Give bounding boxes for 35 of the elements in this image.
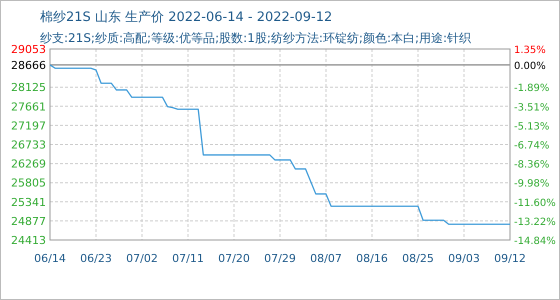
y2-tick-label: -6.74% [514, 140, 550, 152]
y2-tick-label: -3.51% [514, 102, 550, 114]
y2-tick-label: 1.35% [514, 45, 546, 56]
x-tick-label: 06/23 [80, 252, 112, 265]
x-tick-label: 07/11 [172, 252, 204, 265]
x-tick-label: 07/20 [218, 252, 250, 265]
y-tick-label: 25805 [11, 176, 46, 190]
y-tick-label: 26269 [11, 158, 46, 171]
y2-tick-label: -5.13% [514, 121, 550, 132]
x-tick-label: 09/03 [448, 252, 480, 265]
x-tick-label: 07/02 [126, 252, 158, 265]
x-tick-label: 06/14 [34, 252, 66, 265]
y2-tick-label: -13.22% [514, 216, 556, 228]
subtitle: 纱支:21S;纱质:高配;等级:优等品;股数:1股;纺纱方法:环锭纺;颜色:本白;用途:针织 [40, 31, 472, 45]
x-tick-label: 08/07 [310, 252, 342, 265]
y2-tick-label: -1.89% [514, 83, 550, 94]
y-tick-label: 28125 [11, 81, 46, 94]
y-tick-label: 24877 [11, 214, 46, 228]
y-tick-label: 26733 [11, 138, 46, 152]
y-tick-label: 29053 [11, 43, 46, 56]
x-tick-label: 07/29 [264, 252, 296, 265]
y2-tick-label: -9.98% [514, 178, 550, 190]
x-tick-label: 08/16 [356, 252, 388, 265]
y-tick-label: 27197 [11, 119, 46, 132]
title: 棉纱21S 山东 生产价 2022-06-14 - 2022-09-12 [40, 10, 332, 25]
y2-tick-label: 0.00% [514, 60, 546, 72]
y-tick-label: 25341 [11, 196, 46, 209]
x-tick-label: 08/25 [402, 252, 434, 265]
y2-tick-label: -11.60% [514, 198, 556, 209]
y-tick-label: 28666 [11, 58, 46, 72]
y-tick-label: 27661 [11, 100, 46, 114]
y-tick-label: 24413 [11, 234, 46, 247]
y2-tick-label: -8.36% [514, 160, 550, 171]
y2-tick-label: -14.84% [514, 236, 556, 247]
x-tick-label: 09/12 [494, 252, 526, 265]
